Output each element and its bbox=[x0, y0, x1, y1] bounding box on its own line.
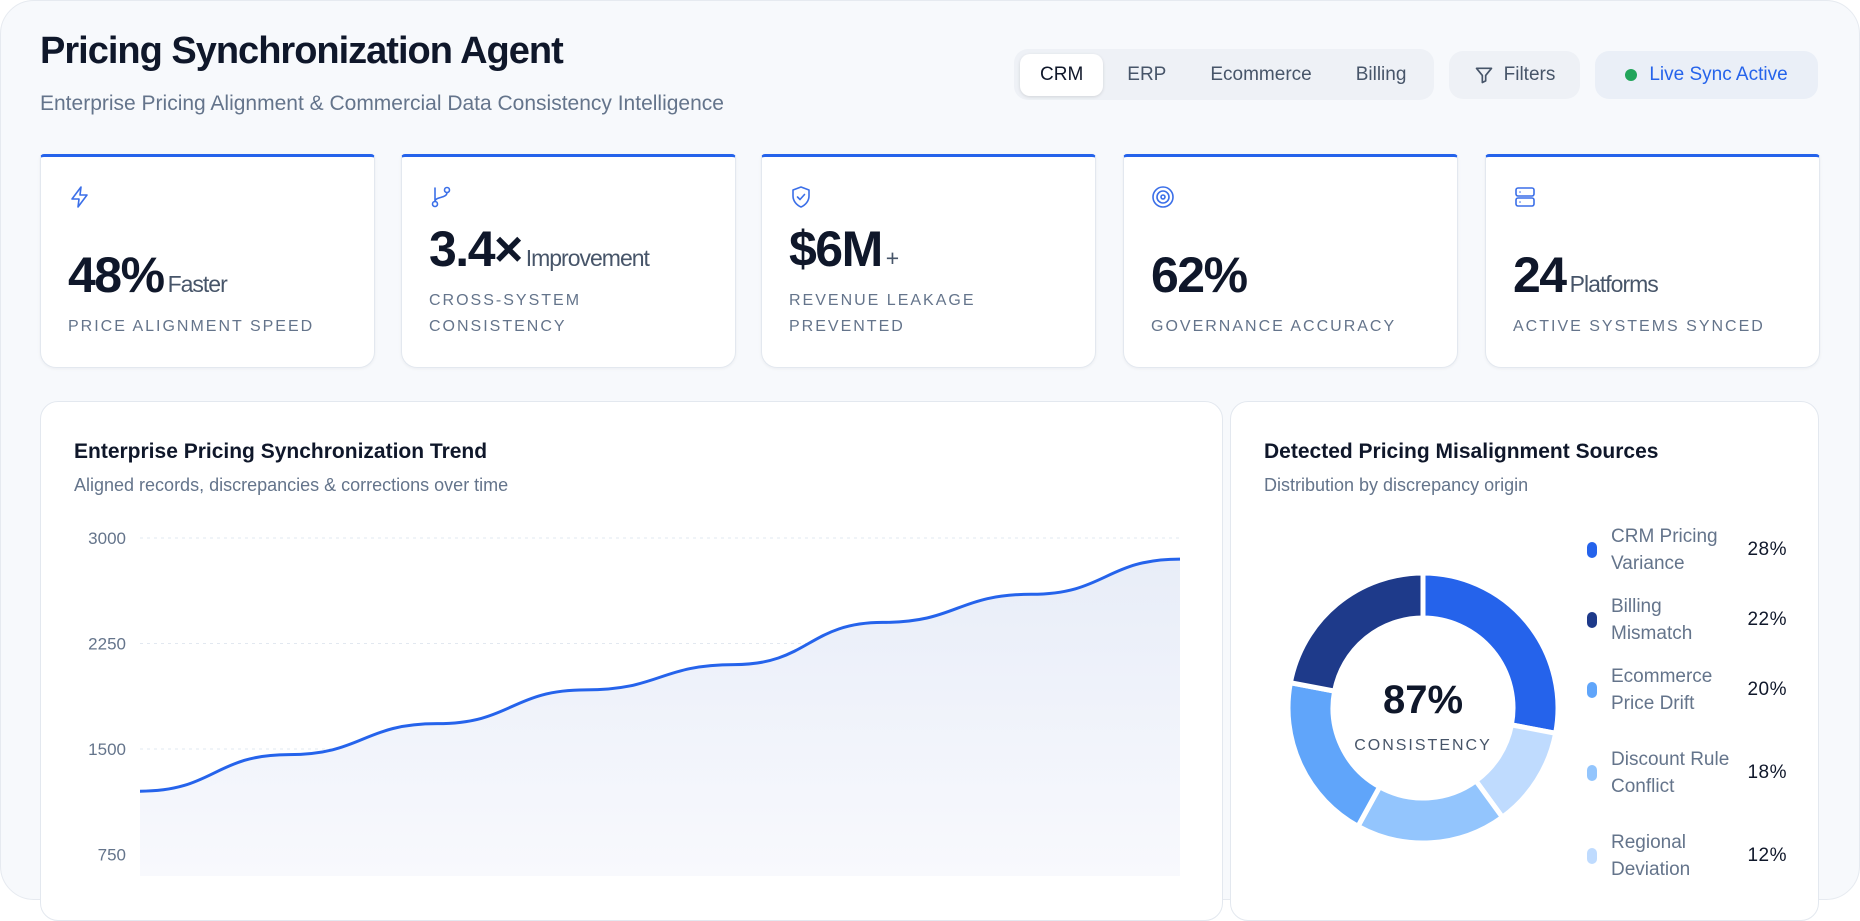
legend-label: Ecommerce Price Drift bbox=[1611, 666, 1713, 714]
y-tick-label: 3000 bbox=[88, 529, 126, 548]
donut-center-value: 87% bbox=[1383, 678, 1463, 722]
legend-label: CRM Pricing Variance bbox=[1611, 526, 1718, 574]
trend-area bbox=[140, 559, 1180, 876]
legend-swatch-icon bbox=[1587, 542, 1597, 558]
trend-chart-subtitle: Aligned records, discrepancies & correct… bbox=[74, 475, 509, 495]
kpi-label: Revenue Leakage Prevented bbox=[789, 292, 976, 335]
kpi-suffix: Improvement bbox=[525, 245, 650, 271]
kpi-label: Active Systems Synced bbox=[1513, 318, 1765, 335]
target-icon bbox=[1152, 186, 1174, 208]
legend-swatch-icon bbox=[1587, 612, 1597, 628]
tab-crm[interactable]: CRM bbox=[1020, 53, 1104, 96]
legend-item[interactable]: CRM Pricing Variance 28% bbox=[1587, 523, 1787, 577]
legend-swatch-icon bbox=[1587, 682, 1597, 698]
page-subtitle: Enterprise Pricing Alignment & Commercia… bbox=[40, 92, 724, 115]
shield-check-icon bbox=[792, 186, 810, 208]
legend-value: 12% bbox=[1747, 845, 1787, 866]
page-title: Pricing Synchronization Agent bbox=[40, 30, 564, 72]
legend-item[interactable]: Discount Rule Conflict 18% bbox=[1587, 746, 1787, 800]
filter-icon bbox=[1475, 67, 1492, 84]
y-tick-label: 750 bbox=[98, 846, 126, 865]
kpi-value: 48% bbox=[68, 247, 165, 303]
legend-value: 18% bbox=[1747, 762, 1787, 783]
donut-segment[interactable] bbox=[1285, 679, 1384, 830]
legend-swatch-icon bbox=[1587, 765, 1597, 781]
trend-line bbox=[139, 557, 1181, 793]
server-icon bbox=[1515, 187, 1535, 207]
kpi-label: Governance Accuracy bbox=[1151, 318, 1397, 335]
legend-swatch-icon bbox=[1587, 848, 1597, 864]
kpi-suffix: Faster bbox=[167, 271, 228, 297]
donut-center-label: CONSISTENCY bbox=[1354, 737, 1492, 754]
legend-value: 22% bbox=[1747, 609, 1787, 630]
kpi-card: 24 Platforms Active Systems Synced bbox=[1485, 154, 1820, 368]
y-tick-label: 2250 bbox=[88, 635, 126, 654]
git-branch-icon bbox=[431, 186, 451, 208]
kpi-suffix: Platforms bbox=[1569, 271, 1659, 297]
legend-value: 20% bbox=[1747, 679, 1787, 700]
trend-chart-title: Enterprise Pricing Synchronization Trend bbox=[74, 440, 488, 463]
kpi-card: 48% Faster Price Alignment Speed bbox=[40, 154, 375, 368]
donut-chart: 87% CONSISTENCY bbox=[1285, 570, 1561, 846]
donut-chart-subtitle: Distribution by discrepancy origin bbox=[1264, 475, 1529, 495]
tab-ecommerce[interactable]: Ecommerce bbox=[1210, 63, 1312, 85]
legend-value: 28% bbox=[1747, 539, 1787, 560]
kpi-label: Price Alignment Speed bbox=[68, 318, 315, 335]
kpi-value: 62% bbox=[1151, 247, 1248, 303]
kpi-suffix: + bbox=[885, 245, 899, 271]
legend-label: Regional Deviation bbox=[1611, 832, 1691, 880]
donut-segment[interactable] bbox=[1287, 570, 1426, 695]
legend-label: Discount Rule Conflict bbox=[1611, 749, 1730, 797]
live-sync-badge[interactable]: Live Sync Active bbox=[1595, 51, 1818, 99]
kpi-value: 3.4× bbox=[429, 221, 523, 277]
legend-item[interactable]: Regional Deviation 12% bbox=[1587, 829, 1787, 883]
legend-label: Billing Mismatch bbox=[1611, 596, 1693, 644]
y-tick-label: 1500 bbox=[88, 740, 126, 759]
trend-chart: 3000 2250 1500 750 bbox=[88, 529, 1181, 876]
filters-label: Filters bbox=[1503, 64, 1556, 85]
legend-item[interactable]: Billing Mismatch 22% bbox=[1587, 593, 1787, 647]
legend-item[interactable]: Ecommerce Price Drift 20% bbox=[1587, 663, 1787, 717]
kpi-value: 24 bbox=[1513, 247, 1567, 303]
kpi-card: $6M + Revenue Leakage Prevented bbox=[761, 154, 1096, 368]
kpi-label: Cross-System Consistency bbox=[429, 292, 582, 335]
status-dot-icon bbox=[1625, 69, 1638, 81]
donut-chart-title: Detected Pricing Misalignment Sources bbox=[1264, 440, 1659, 463]
tab-erp[interactable]: ERP bbox=[1127, 63, 1167, 85]
kpi-card: 3.4× Improvement Cross-System Consistency bbox=[401, 154, 736, 368]
kpi-value: $6M bbox=[789, 221, 883, 277]
live-sync-label: Live Sync Active bbox=[1649, 64, 1788, 85]
filters-button[interactable]: Filters bbox=[1449, 51, 1580, 99]
tab-billing[interactable]: Billing bbox=[1355, 63, 1407, 85]
kpi-card: 62% Governance Accuracy bbox=[1123, 154, 1458, 368]
source-tabs: CRM ERP Ecommerce Billing bbox=[1014, 49, 1434, 100]
lightning-icon bbox=[71, 186, 88, 208]
